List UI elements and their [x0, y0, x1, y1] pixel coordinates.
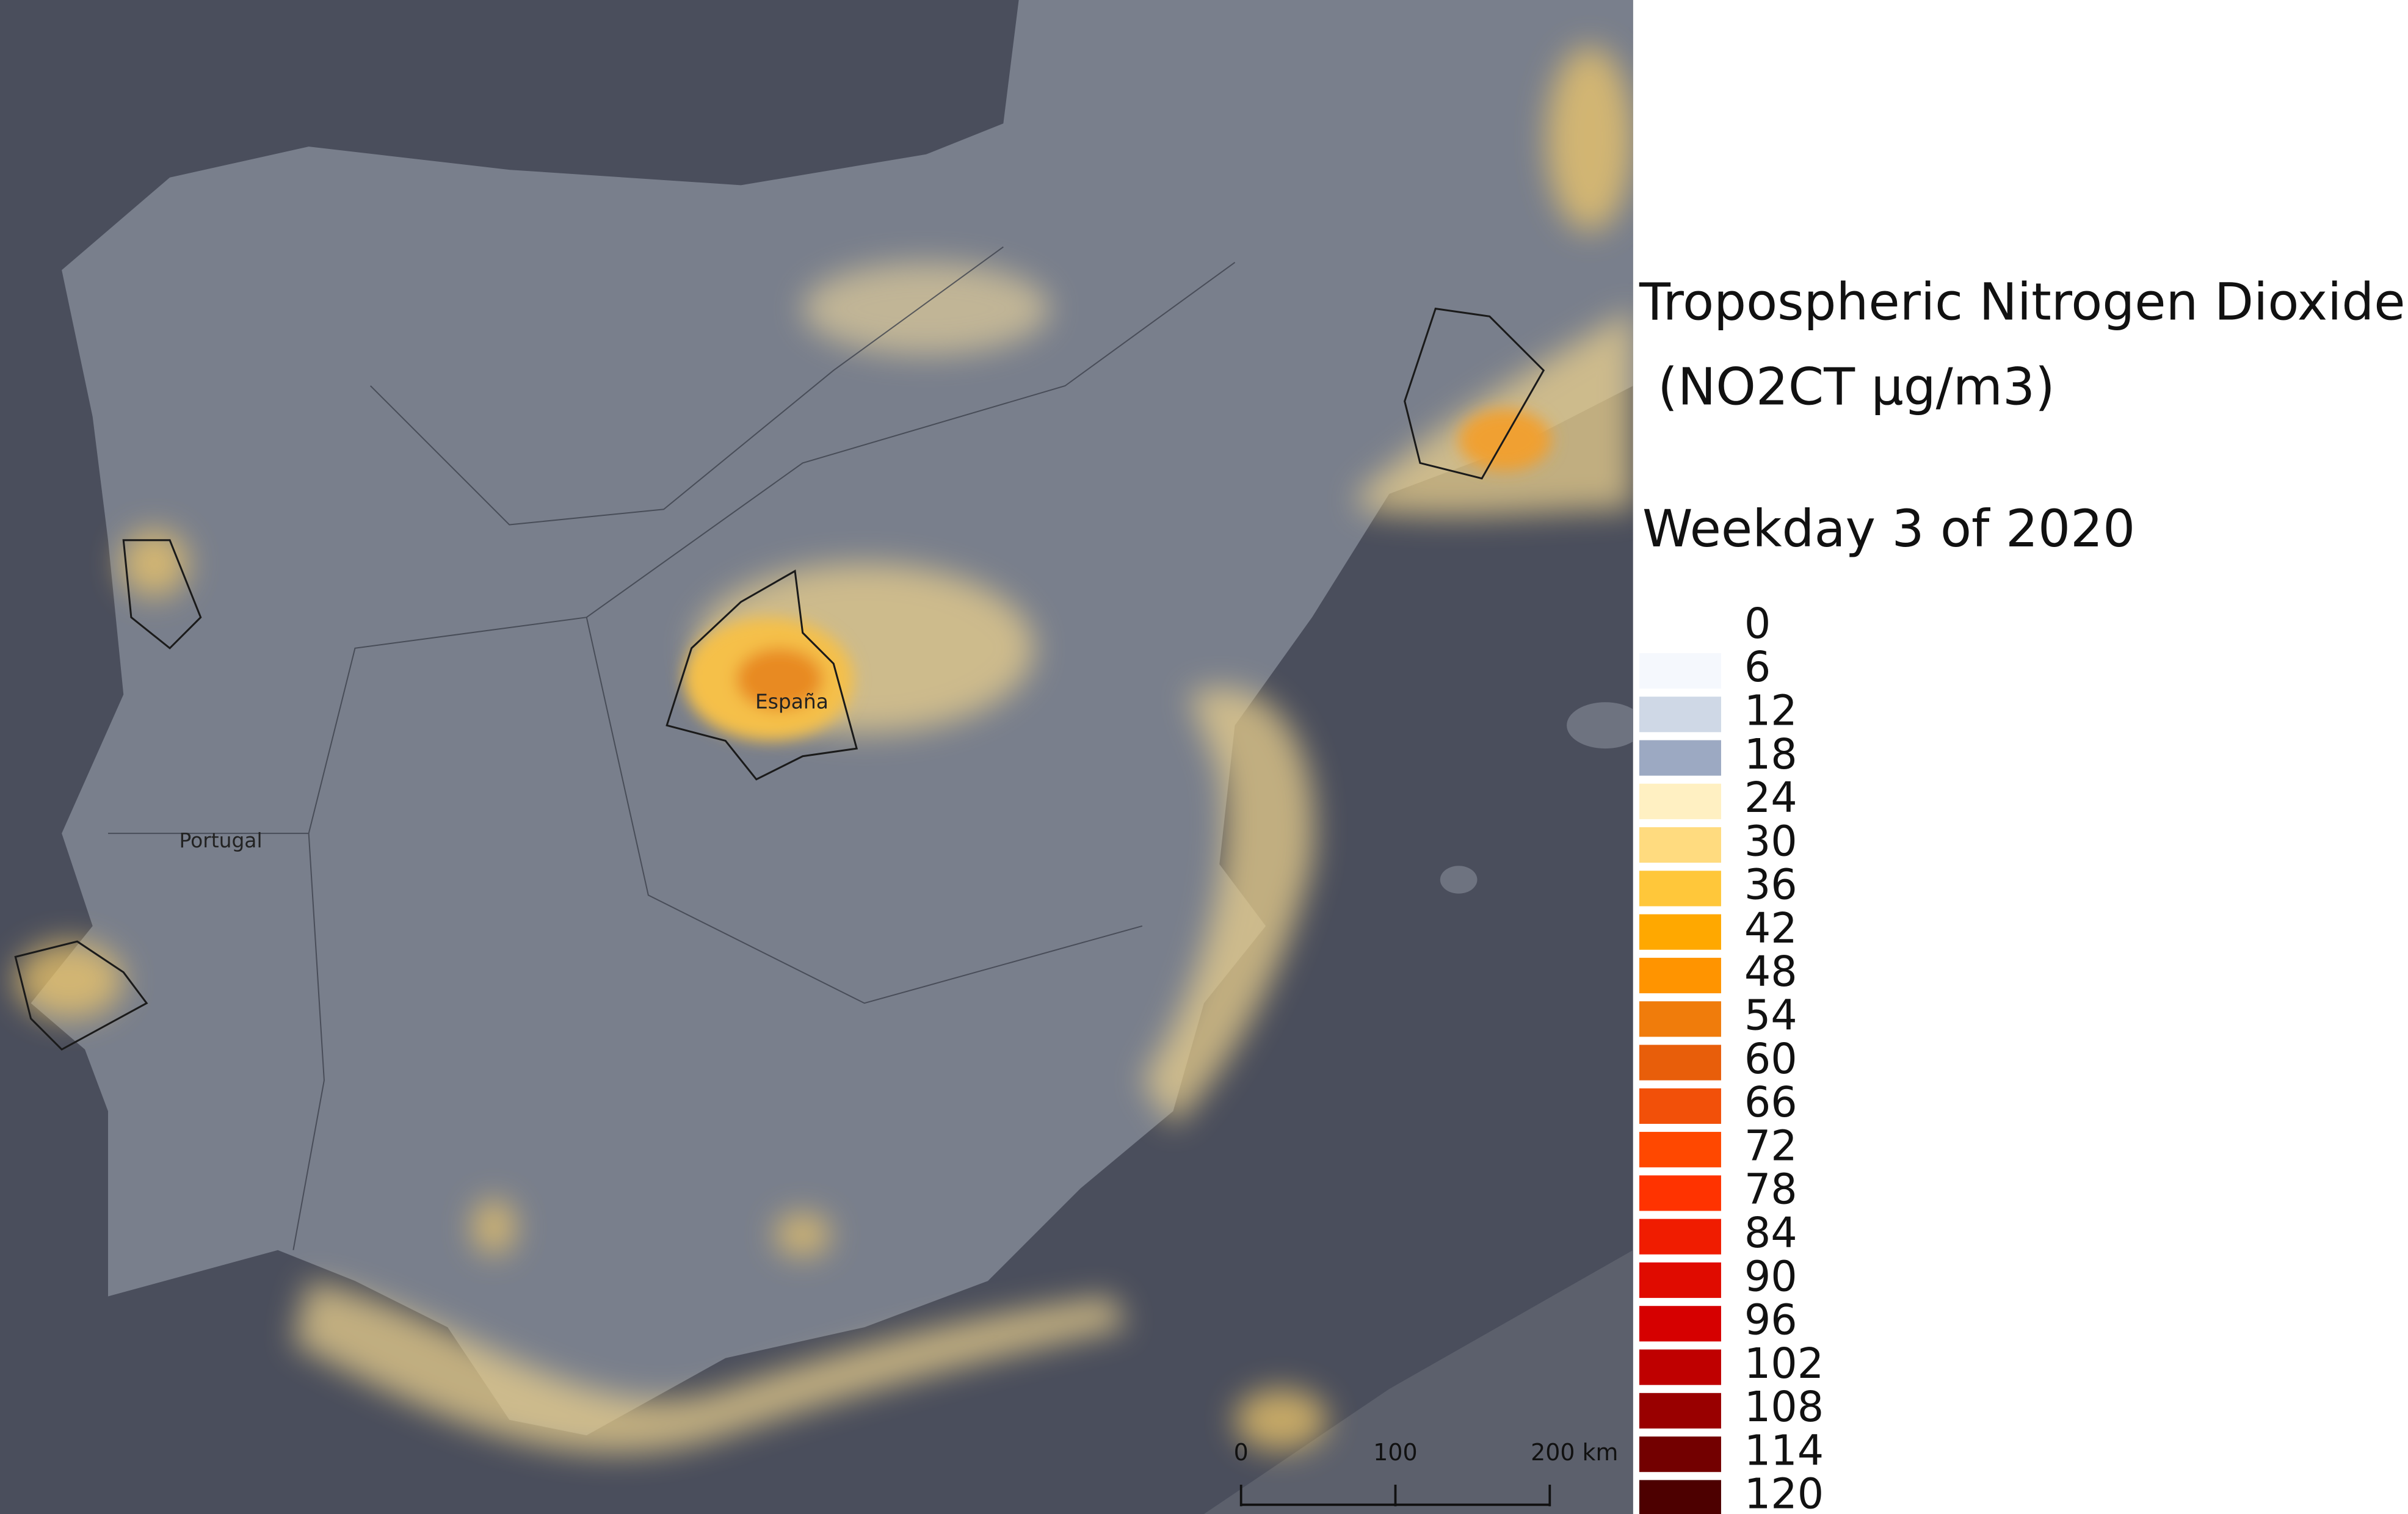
legend-swatch: [1639, 609, 1721, 645]
legend-label: 30: [1744, 817, 1797, 866]
legend-swatch: [1639, 653, 1721, 689]
legend-label: 42: [1744, 905, 1797, 953]
legend-subtitle: (NO2CT µg/m3): [1658, 358, 2054, 417]
legend-label: 78: [1744, 1166, 1797, 1214]
admin-borders: [107, 246, 1236, 1250]
africa: [1204, 1250, 1633, 1514]
legend-period: Weekday 3 of 2020: [1642, 499, 2135, 559]
scale-label: 100: [1373, 1439, 1417, 1466]
madrid-hotspot: [683, 408, 1551, 741]
legend-label: 36: [1744, 861, 1797, 910]
legend-swatch: [1639, 1219, 1721, 1255]
map: España Portugal: [0, 0, 1633, 1514]
scale-label: 0: [1234, 1439, 1249, 1466]
legend-label: 54: [1744, 992, 1797, 1040]
legend-swatch: [1639, 957, 1721, 994]
region-borders: [14, 307, 1545, 1051]
legend-swatch: [1639, 1045, 1721, 1081]
legend-label: 12: [1744, 687, 1797, 736]
legend-title: Tropospheric Nitrogen Dioxide: [1639, 272, 2406, 331]
legend-label: 114: [1744, 1427, 1824, 1475]
legend-swatch: [1639, 783, 1721, 819]
region-label: Portugal: [179, 828, 262, 852]
legend-label: 48: [1744, 948, 1797, 996]
legend-label: 96: [1744, 1297, 1797, 1345]
legend-swatch: [1639, 871, 1721, 907]
legend-swatch: [1639, 1306, 1721, 1342]
legend-label: 120: [1744, 1471, 1824, 1514]
legend-swatch: [1639, 697, 1721, 733]
region-label: España: [755, 689, 829, 713]
legend-swatch: [1639, 1132, 1721, 1168]
legend-label: 66: [1744, 1079, 1797, 1127]
legend-swatch: [1639, 1480, 1721, 1514]
legend-label: 0: [1744, 600, 1771, 648]
legend-swatch: [1639, 1393, 1721, 1429]
legend-label: 90: [1744, 1253, 1797, 1301]
legend-label: 84: [1744, 1209, 1797, 1258]
legend-swatch: [1639, 1349, 1721, 1385]
legend-swatch: [1639, 914, 1721, 950]
legend-label: 18: [1744, 731, 1797, 779]
legend-swatch: [1639, 1436, 1721, 1472]
legend-swatch: [1639, 1262, 1721, 1298]
scale-label: 200 km: [1531, 1439, 1618, 1466]
island: [1440, 866, 1478, 894]
legend-label: 24: [1744, 774, 1797, 822]
legend-swatch: [1639, 1001, 1721, 1037]
no2-haze: [15, 46, 1633, 1454]
legend-label: 60: [1744, 1035, 1797, 1084]
island: [1567, 702, 1633, 749]
legend-label: 72: [1744, 1122, 1797, 1170]
legend: 0612182430364248546066727884909610210811…: [1639, 600, 1824, 1514]
legend-label: 6: [1744, 643, 1771, 692]
legend-label: 108: [1744, 1383, 1824, 1432]
legend-swatch: [1639, 740, 1721, 776]
scale-bar: 0 100 200 km: [1234, 1439, 1618, 1507]
legend-swatch: [1639, 827, 1721, 863]
legend-swatch: [1639, 1088, 1721, 1124]
legend-swatch: [1639, 1175, 1721, 1211]
legend-label: 102: [1744, 1340, 1824, 1388]
